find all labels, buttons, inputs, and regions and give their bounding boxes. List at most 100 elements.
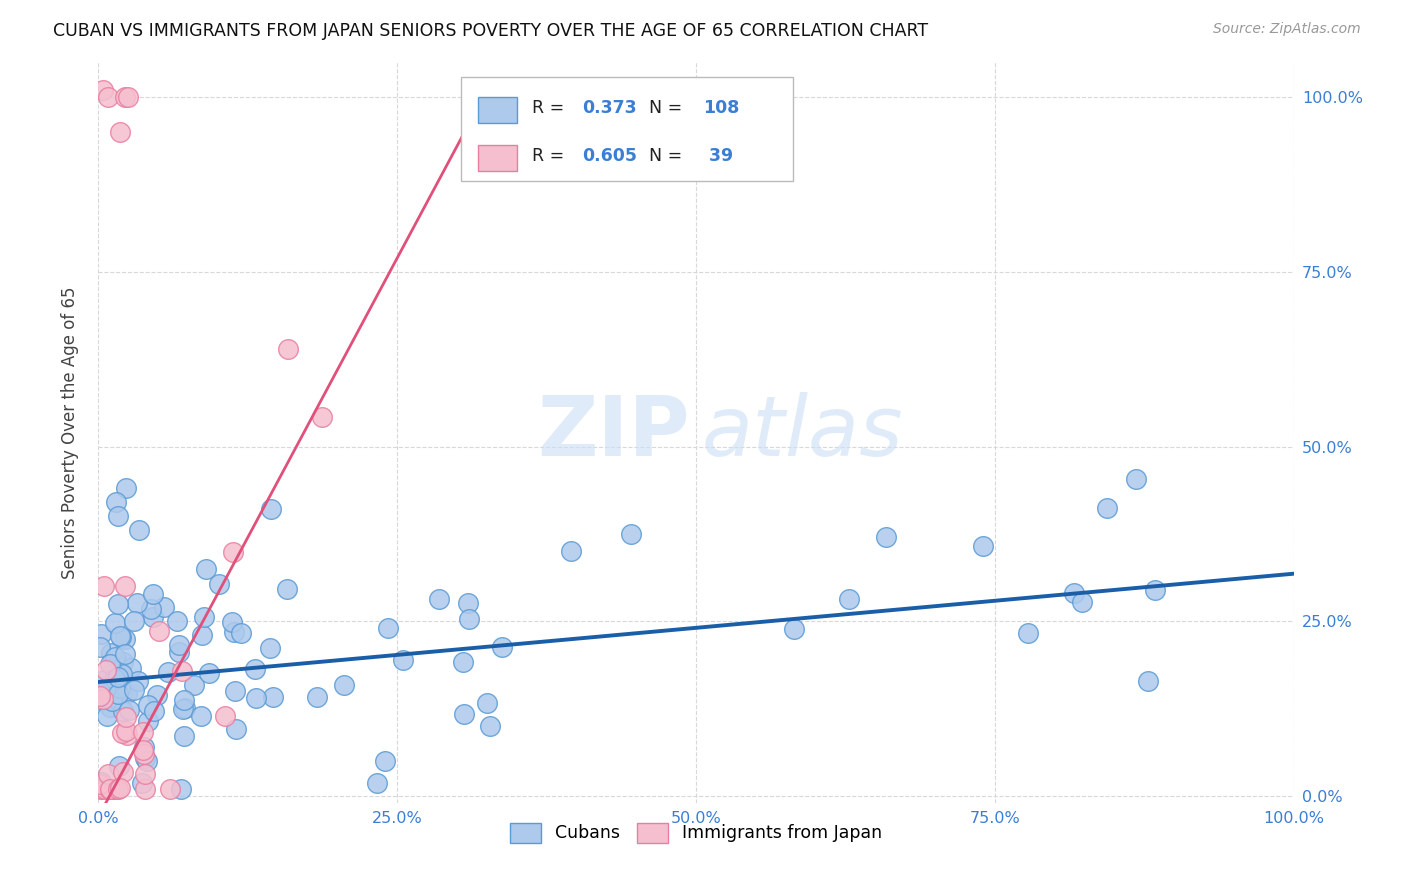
Text: R =: R = [533, 99, 569, 117]
Point [167, 645, 190, 659]
Text: N =: N = [650, 99, 688, 117]
Point [91, 83, 114, 97]
Point [224, 684, 246, 698]
Point [97, 90, 120, 104]
Point [172, 702, 194, 716]
Point [91, 692, 114, 706]
Point [243, 662, 266, 676]
Point [97, 767, 120, 781]
Point [1143, 583, 1166, 598]
Point [1137, 674, 1160, 689]
Point [131, 776, 153, 790]
Text: ZIP: ZIP [537, 392, 690, 473]
Text: N =: N = [650, 147, 688, 165]
Point [142, 587, 165, 601]
Point [134, 750, 156, 764]
Point [838, 591, 860, 606]
Point [156, 665, 179, 679]
Point [307, 690, 329, 704]
Point [115, 482, 138, 496]
Point [104, 673, 127, 687]
Point [101, 694, 124, 708]
Point [1017, 626, 1039, 640]
Point [277, 343, 299, 357]
Point [100, 646, 122, 660]
Text: 39: 39 [703, 147, 734, 165]
Point [225, 722, 247, 736]
Point [115, 686, 138, 700]
Point [391, 653, 413, 667]
Point [475, 696, 498, 710]
Point [117, 90, 139, 104]
Point [98, 700, 121, 714]
Point [114, 710, 136, 724]
Point [90, 781, 112, 796]
Text: CUBAN VS IMMIGRANTS FROM JAPAN SENIORS POVERTY OVER THE AGE OF 65 CORRELATION CH: CUBAN VS IMMIGRANTS FROM JAPAN SENIORS P… [53, 22, 928, 40]
Point [190, 708, 212, 723]
Point [111, 726, 134, 740]
Point [148, 624, 170, 638]
Point [96, 781, 118, 796]
Point [107, 597, 129, 611]
Point [96, 709, 118, 723]
Point [377, 621, 399, 635]
Point [620, 527, 643, 541]
Point [98, 781, 121, 796]
Point [103, 781, 125, 796]
Point [96, 681, 118, 696]
Point [112, 655, 135, 669]
Point [167, 638, 190, 652]
Point [127, 674, 149, 689]
Text: atlas: atlas [702, 392, 904, 473]
Point [112, 682, 135, 697]
Point [173, 729, 195, 743]
Point [124, 682, 146, 697]
Point [132, 725, 155, 739]
Point [152, 599, 174, 614]
Point [89, 690, 111, 704]
Point [128, 524, 150, 538]
Point [193, 610, 215, 624]
Point [115, 723, 138, 738]
Point [333, 678, 356, 692]
Point [89, 776, 111, 790]
Point [110, 780, 132, 795]
Text: 108: 108 [703, 99, 740, 117]
Point [108, 125, 131, 139]
Text: R =: R = [533, 147, 569, 165]
Point [96, 663, 118, 677]
Point [134, 781, 156, 796]
Point [1125, 472, 1147, 486]
Point [107, 670, 129, 684]
Point [427, 591, 450, 606]
Point [245, 690, 267, 705]
Point [491, 640, 513, 655]
Point [183, 678, 205, 692]
Point [1097, 500, 1119, 515]
Point [224, 625, 246, 640]
Point [198, 666, 221, 681]
Text: 0.373: 0.373 [582, 99, 637, 117]
Point [139, 602, 162, 616]
Point [191, 627, 214, 641]
Point [108, 671, 131, 685]
Point [276, 582, 298, 596]
Point [1071, 594, 1094, 608]
FancyBboxPatch shape [461, 78, 793, 181]
Point [93, 673, 115, 688]
Point [208, 577, 231, 591]
Point [90, 692, 112, 706]
Point [135, 754, 157, 768]
Point [142, 704, 165, 718]
Point [173, 701, 195, 715]
Point [107, 509, 129, 524]
Point [222, 545, 245, 559]
Point [451, 655, 474, 669]
Point [110, 629, 132, 643]
Point [114, 579, 136, 593]
Point [115, 728, 138, 742]
Point [114, 647, 136, 661]
Point [108, 758, 131, 772]
Point [453, 707, 475, 722]
Point [114, 632, 136, 646]
